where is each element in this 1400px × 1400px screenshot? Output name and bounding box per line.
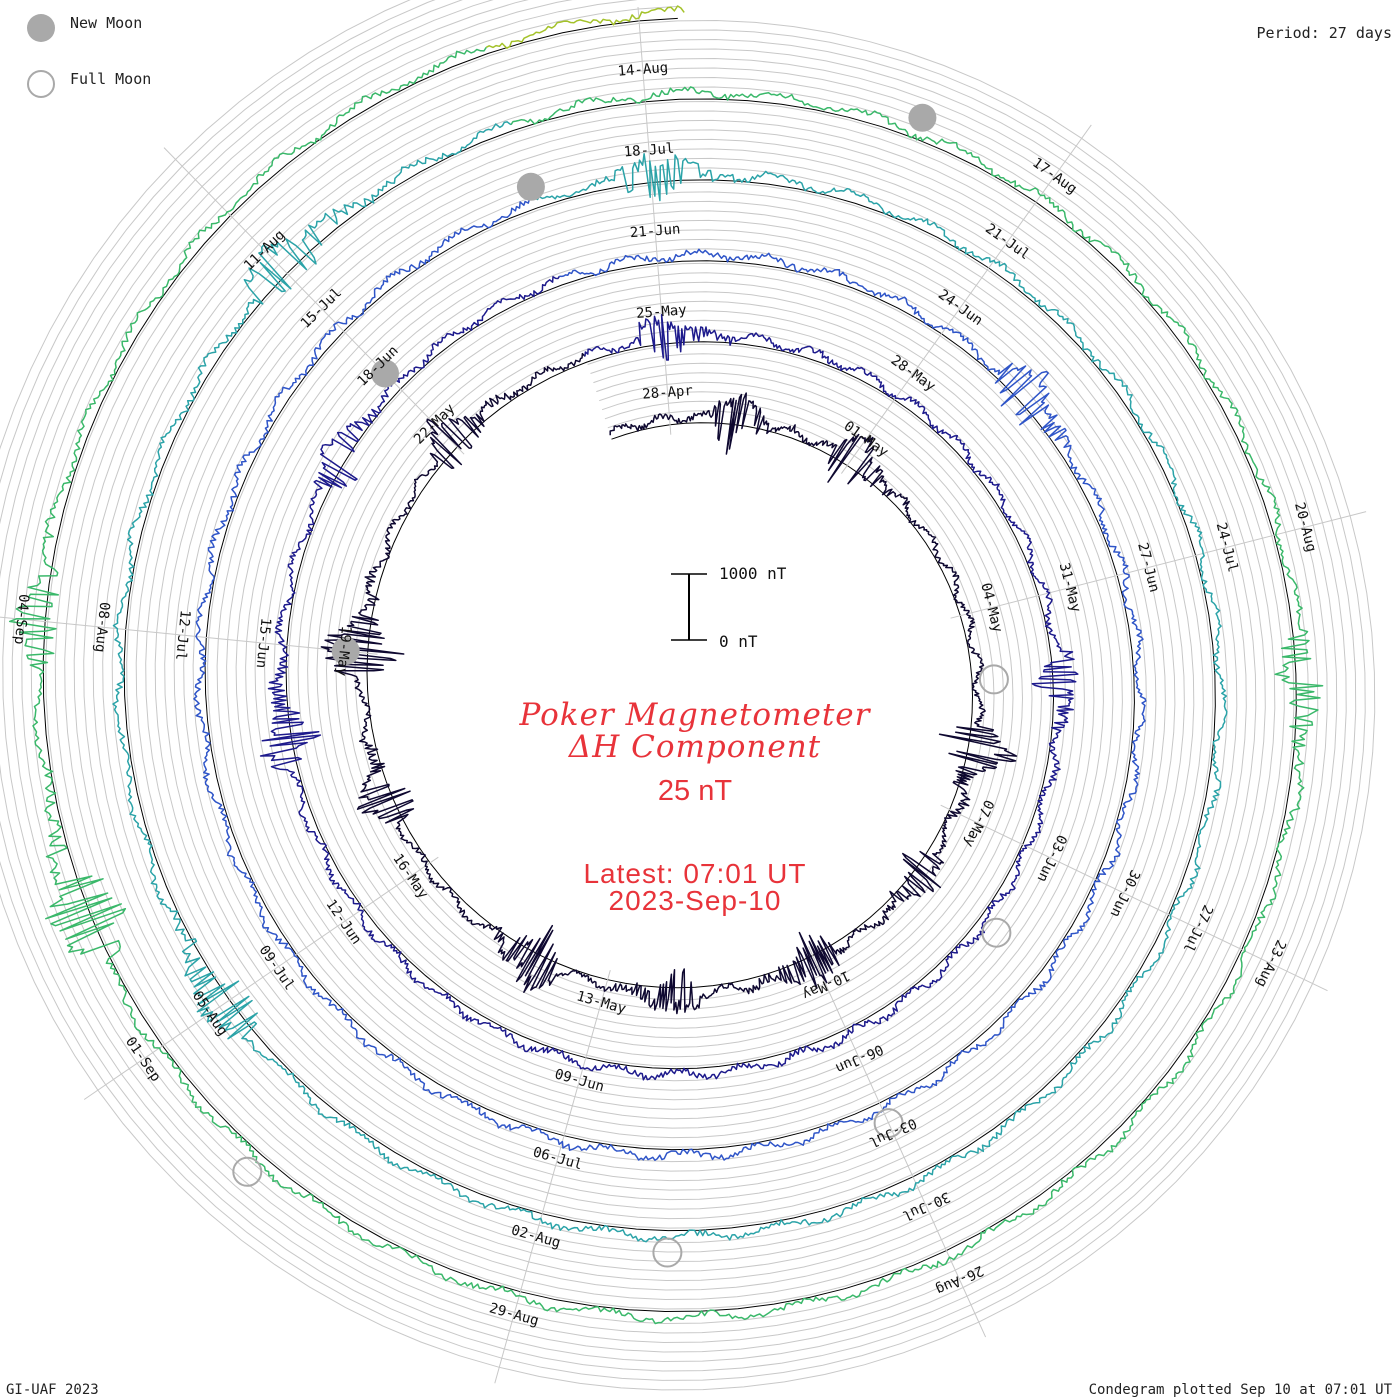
date-label: 24-Jun — [935, 287, 985, 329]
latest-time-label: Latest: 07:01 UT — [583, 858, 807, 889]
trace-turn — [320, 352, 1018, 1015]
full-moon-marker — [873, 1108, 904, 1139]
scale-bar-top-label: 1000 nT — [719, 564, 787, 583]
baseline-spiral — [42, 17, 1297, 1313]
scale-bar-bottom-label: 0 nT — [719, 632, 758, 651]
date-label: 29-Aug — [487, 1300, 540, 1329]
chart-title-line1: Poker Magnetometer — [519, 697, 871, 733]
date-label: 27-Jun — [1134, 541, 1162, 594]
full-moon-legend-label: Full Moon — [70, 70, 152, 88]
date-label: 19-May — [333, 625, 354, 677]
day-spoke — [808, 946, 987, 1338]
day-spoke — [494, 969, 611, 1384]
date-label: 18-Jul — [623, 141, 675, 161]
date-label: 31-May — [1056, 561, 1084, 614]
grid-ring — [0, 0, 1357, 1372]
trace-turn — [8, 46, 1324, 1325]
date-label: 12-Jul — [172, 609, 193, 661]
grid-ring — [21, 0, 1319, 1334]
date-label: 06-Jun — [833, 1041, 886, 1076]
grid-ring — [0, 0, 1366, 1381]
day-spoke — [940, 804, 1328, 992]
new-moon-marker — [331, 637, 360, 666]
date-label: 09-Jun — [553, 1066, 606, 1095]
grid-ring — [0, 0, 1376, 1391]
date-label: 23-Aug — [1253, 937, 1289, 990]
moon-phase-markers — [232, 103, 1012, 1268]
new-moon-legend-label: New Moon — [70, 14, 143, 32]
grid-ring — [2, 0, 1338, 1353]
full-moon-marker — [232, 1156, 263, 1187]
ring-step-label: 25 nT — [657, 775, 733, 807]
trace-turn — [485, 5, 685, 49]
new-moon-legend-icon — [27, 14, 55, 42]
date-label: 28-May — [888, 352, 938, 394]
full-moon-marker — [978, 664, 1009, 695]
date-label: 14-Aug — [617, 60, 669, 80]
date-label: 26-Aug — [933, 1262, 986, 1297]
date-label: 30-Jul — [900, 1188, 953, 1223]
date-label: 04-May — [977, 581, 1005, 634]
date-label: 08-Aug — [91, 601, 112, 653]
trace-turn — [259, 275, 1079, 1081]
footer-plot-time: Condegram plotted Sep 10 at 07:01 UT — [1088, 1382, 1392, 1398]
grid-ring — [11, 0, 1328, 1344]
date-label: 21-Jul — [982, 221, 1032, 263]
trace-turn — [193, 196, 1147, 1161]
trace-turn — [112, 121, 1228, 1243]
grid-ring — [30, 5, 1309, 1325]
date-label: 06-Jul — [531, 1144, 584, 1173]
date-label: 25-May — [636, 302, 688, 322]
day-spokes — [0, 6, 1367, 1384]
new-moon-marker — [516, 172, 545, 201]
date-label: 17-Aug — [1029, 155, 1079, 197]
latest-date-label: 2023-Sep-10 — [608, 885, 782, 916]
full-moon-marker — [652, 1237, 683, 1268]
full-moon-marker — [981, 917, 1012, 948]
spiral-grid — [0, 0, 1376, 1391]
new-moon-marker — [908, 103, 937, 132]
full-moon-legend-icon — [27, 70, 55, 98]
new-moon-marker — [371, 359, 399, 388]
period-label: Period: 27 days — [1256, 24, 1392, 42]
date-label: 20-Aug — [1291, 501, 1319, 554]
grid-ring — [0, 0, 1347, 1363]
date-label: 13-May — [575, 988, 628, 1017]
date-label: 24-Jul — [1213, 521, 1241, 574]
day-spoke — [950, 511, 1367, 619]
day-spoke — [83, 856, 439, 1100]
magnetometer-trace — [8, 5, 1324, 1325]
date-label: 15-Jun — [253, 617, 274, 669]
chart-title-line2: ΔH Component — [568, 729, 822, 765]
scale-bar: 1000 nT 0 nT — [671, 564, 787, 651]
day-spoke — [840, 124, 1092, 474]
footer-credit: GI-UAF 2023 — [6, 1382, 99, 1398]
date-label: 21-Jun — [629, 221, 681, 241]
day-spoke — [163, 147, 465, 455]
date-label: 28-Apr — [642, 383, 694, 403]
day-spoke — [637, 6, 672, 435]
date-label: 04-Sep — [11, 593, 32, 645]
